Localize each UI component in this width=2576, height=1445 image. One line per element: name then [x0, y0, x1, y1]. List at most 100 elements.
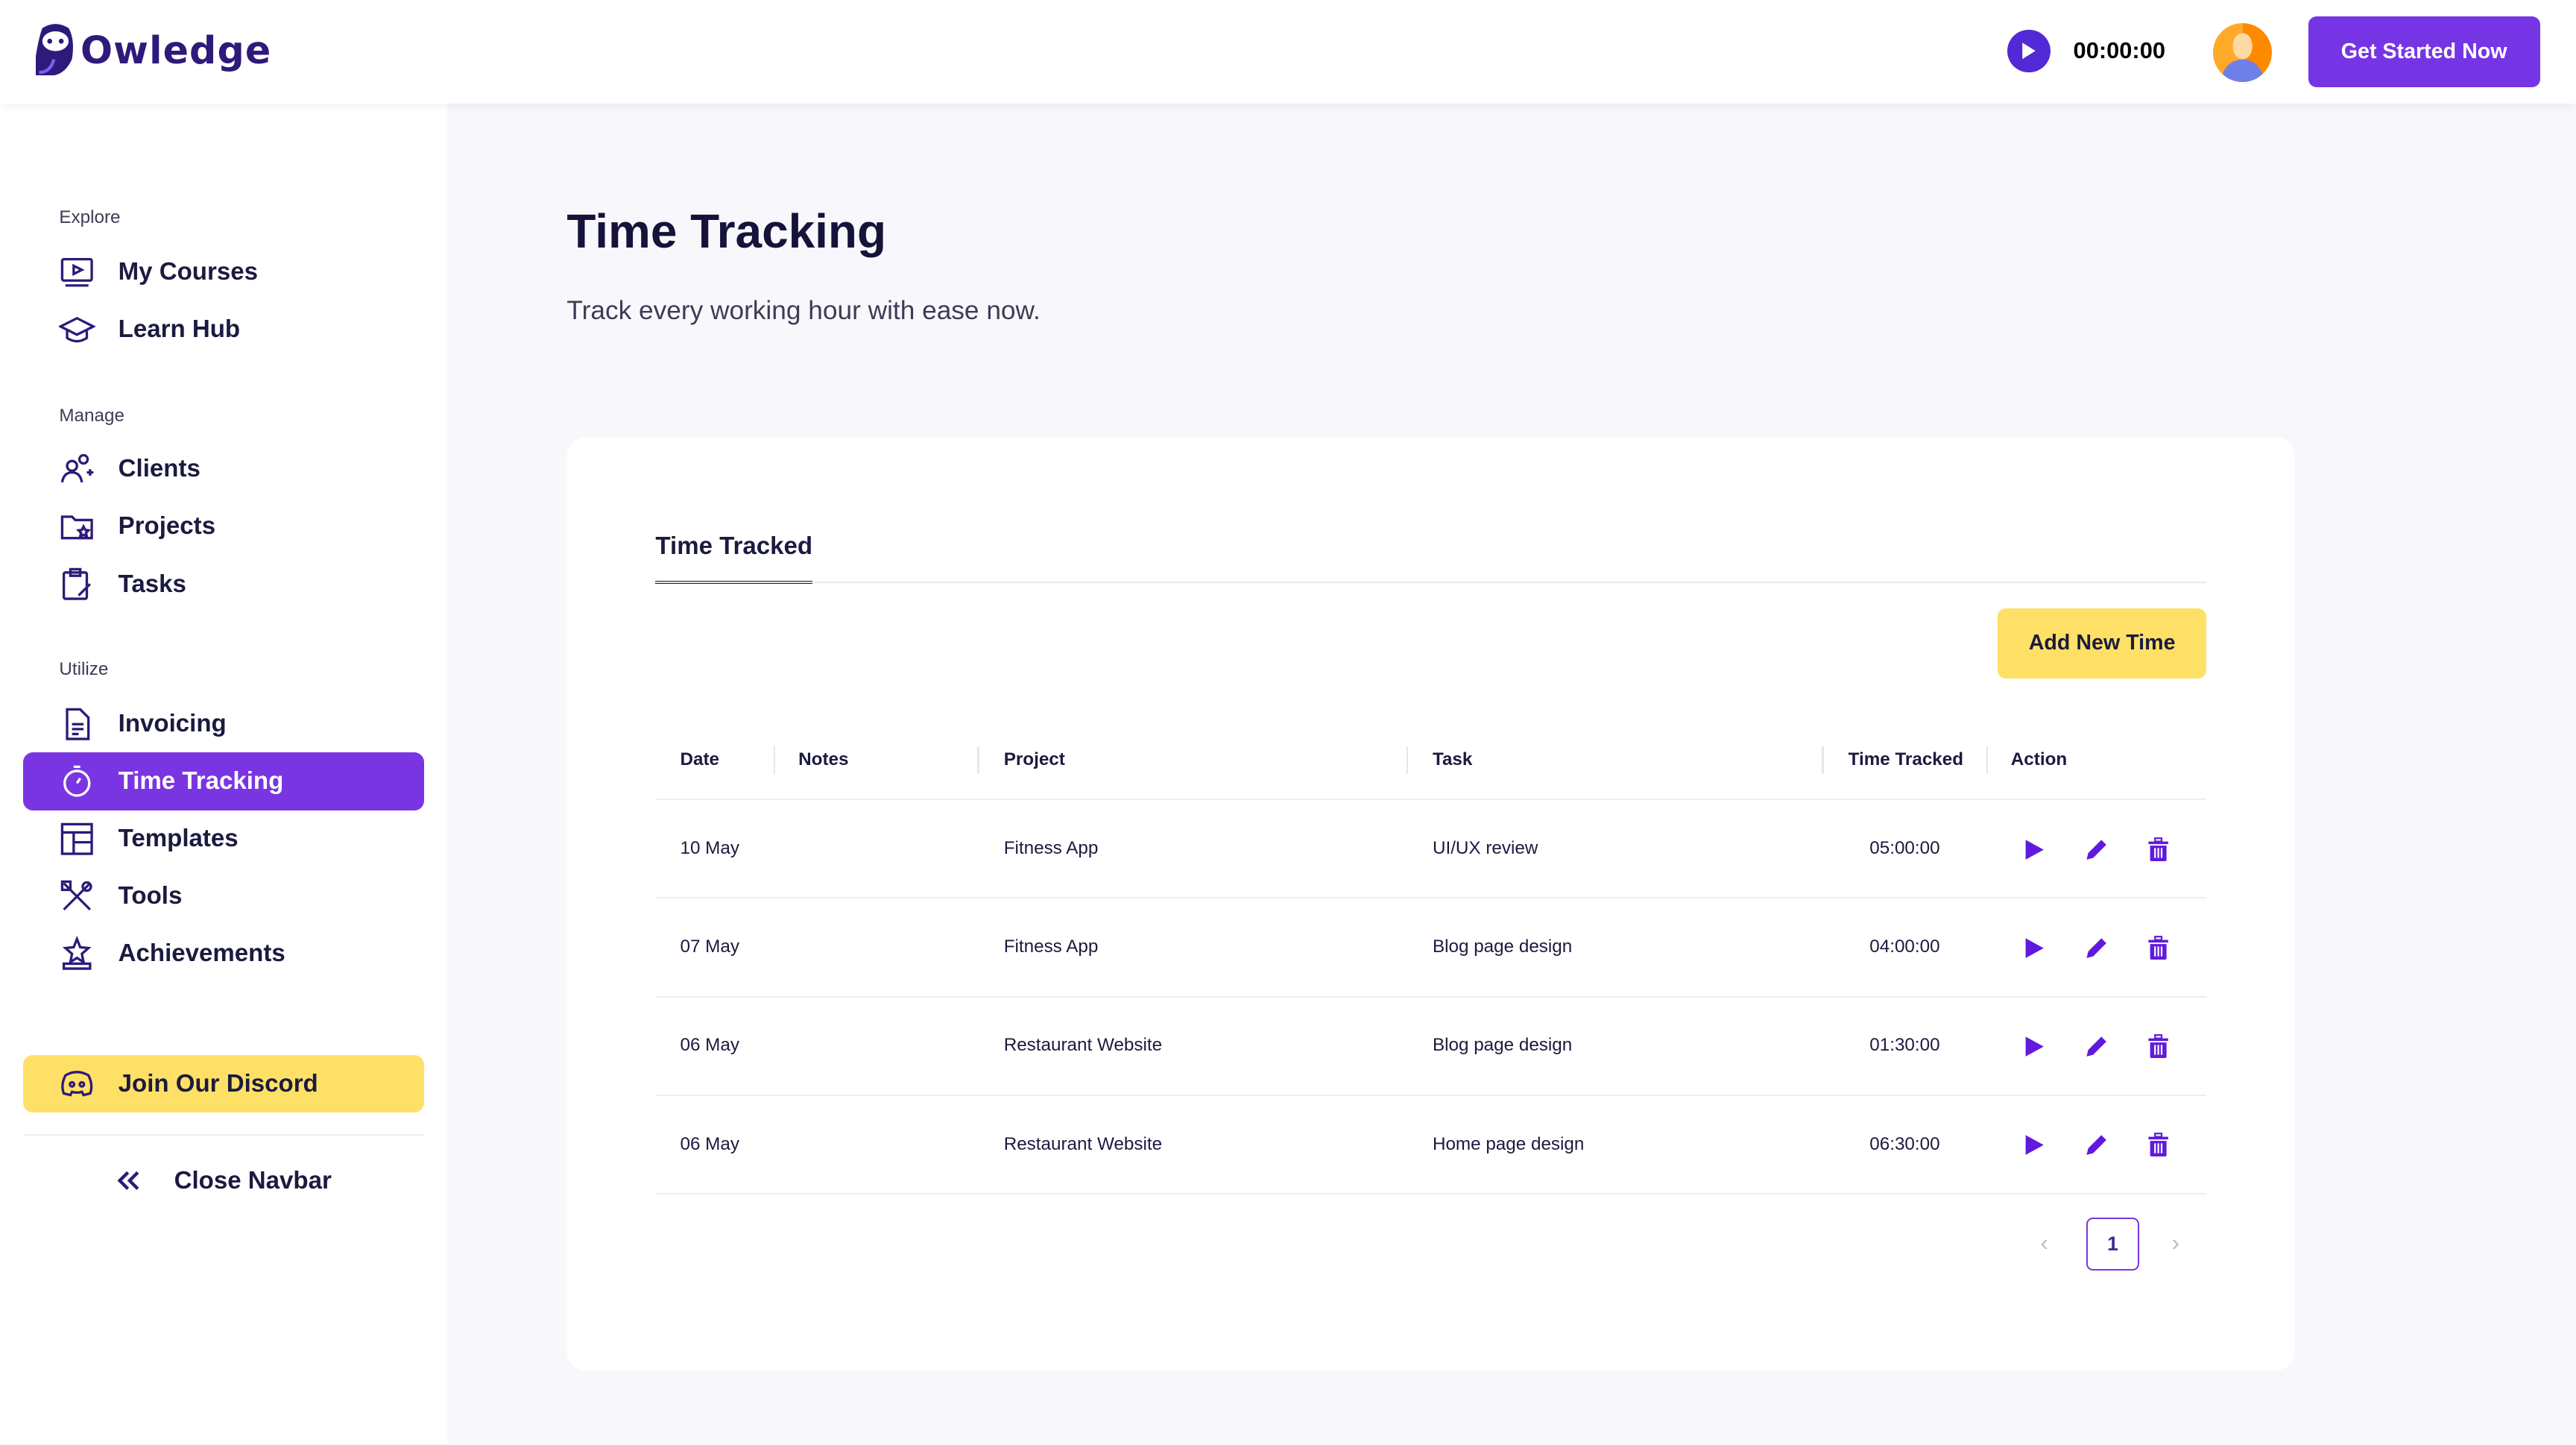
- sidebar-item-label: Templates: [118, 825, 239, 853]
- timer-value: 00:00:00: [2073, 37, 2166, 64]
- column-separator: [977, 746, 979, 775]
- edit-pencil-icon[interactable]: [2083, 837, 2109, 863]
- edit-pencil-icon[interactable]: [2083, 935, 2109, 961]
- trash-icon[interactable]: [2145, 935, 2171, 961]
- play-icon[interactable]: [2021, 1033, 2047, 1060]
- column-task: Task: [1432, 749, 1473, 770]
- sidebar-item-projects[interactable]: Projects: [23, 498, 424, 555]
- column-action: Action: [2010, 749, 2068, 770]
- column-separator: [1406, 746, 1408, 775]
- section-explore: Explore: [59, 207, 121, 227]
- cell-project: Restaurant Website: [1003, 1035, 1163, 1056]
- chevrons-left-icon: [117, 1171, 139, 1191]
- cell-date: 06 May: [680, 1035, 739, 1056]
- cell-project: Restaurant Website: [1003, 1133, 1163, 1154]
- cell-time: 04:00:00: [1869, 936, 1940, 957]
- page-1-button[interactable]: 1: [2086, 1218, 2139, 1271]
- column-separator: [1986, 746, 1988, 775]
- logo-text: Owledge: [80, 28, 272, 73]
- header-timer: 00:00:00: [2007, 29, 2166, 72]
- sidebar-item-achievements[interactable]: Achievements: [23, 925, 424, 983]
- close-navbar-label: Close Navbar: [174, 1166, 332, 1194]
- sidebar-item-templates[interactable]: Templates: [23, 810, 424, 868]
- page-title: Time Tracking: [566, 204, 886, 259]
- play-screen-icon: [61, 257, 94, 287]
- graduation-cap-icon: [59, 316, 95, 342]
- users-icon: [61, 453, 94, 483]
- table-row: 06 May Restaurant Website Home page desi…: [655, 1094, 2207, 1193]
- stopwatch-icon: [63, 765, 91, 797]
- row-actions: [2021, 837, 2172, 863]
- timer-play-button[interactable]: [2007, 29, 2051, 72]
- sidebar-item-clients[interactable]: Clients: [23, 441, 424, 498]
- cell-date: 06 May: [680, 1133, 739, 1154]
- logo[interactable]: Owledge: [36, 23, 271, 76]
- cell-task: Home page design: [1432, 1133, 1585, 1154]
- sidebar-item-tools[interactable]: Tools: [23, 868, 424, 925]
- column-separator: [774, 746, 776, 775]
- cell-project: Fitness App: [1003, 936, 1099, 957]
- clipboard-icon: [63, 568, 92, 601]
- folder-star-icon: [61, 515, 94, 540]
- trophy-star-icon: [63, 936, 92, 970]
- sidebar-item-label: My Courses: [118, 257, 258, 286]
- row-actions: [2021, 1033, 2172, 1060]
- edit-pencil-icon[interactable]: [2083, 1132, 2109, 1158]
- owl-logo-icon: [36, 23, 74, 76]
- tools-icon: [61, 880, 92, 911]
- table-row: 06 May Restaurant Website Blog page desi…: [655, 995, 2207, 1095]
- sidebar-item-label: Achievements: [118, 939, 285, 968]
- column-project: Project: [1003, 749, 1065, 770]
- discord-label: Join Our Discord: [118, 1069, 318, 1098]
- cell-time: 05:00:00: [1869, 837, 1940, 858]
- play-icon[interactable]: [2021, 1132, 2047, 1158]
- get-started-button[interactable]: Get Started Now: [2308, 16, 2540, 87]
- sidebar-divider: [22, 1133, 424, 1136]
- cell-task: Blog page design: [1432, 1035, 1573, 1056]
- cell-project: Fitness App: [1003, 837, 1099, 858]
- sidebar-item-label: Time Tracking: [118, 767, 284, 796]
- page-subtitle: Track every working hour with ease now.: [566, 295, 1041, 325]
- play-icon[interactable]: [2021, 837, 2047, 863]
- sidebar-item-learn-hub[interactable]: Learn Hub: [23, 300, 424, 358]
- user-avatar-icon: [2212, 22, 2273, 83]
- tab-time-tracked[interactable]: Time Tracked: [655, 532, 813, 584]
- tab-divider: [655, 582, 2207, 584]
- cell-date: 10 May: [680, 837, 739, 858]
- table-row: 10 May Fitness App UI/UX review 05:00:00: [655, 799, 2207, 897]
- join-discord-button[interactable]: Join Our Discord: [22, 1055, 424, 1113]
- play-icon[interactable]: [2021, 935, 2047, 961]
- cell-task: Blog page design: [1432, 936, 1573, 957]
- sidebar-item-time-tracking[interactable]: Time Tracking: [22, 752, 424, 810]
- sidebar-item-label: Clients: [118, 455, 201, 483]
- column-notes: Notes: [798, 749, 849, 770]
- sidebar: Explore Manage Utilize My Courses Learn …: [0, 103, 447, 1445]
- sidebar-item-my-courses[interactable]: My Courses: [23, 243, 424, 300]
- cell-date: 07 May: [680, 936, 739, 957]
- header: Owledge 00:00:00 Get Started Now: [0, 0, 2576, 104]
- section-utilize: Utilize: [59, 658, 109, 679]
- trash-icon[interactable]: [2145, 1132, 2171, 1158]
- prev-page-button[interactable]: ‹: [2040, 1229, 2048, 1256]
- avatar[interactable]: [2212, 22, 2273, 83]
- trash-icon[interactable]: [2145, 837, 2171, 863]
- sidebar-item-label: Invoicing: [118, 709, 227, 737]
- close-navbar-button[interactable]: Close Navbar: [115, 1167, 332, 1195]
- column-separator: [1822, 746, 1824, 775]
- cell-task: UI/UX review: [1432, 837, 1538, 858]
- layout-icon: [61, 822, 94, 855]
- trash-icon[interactable]: [2145, 1033, 2171, 1060]
- add-new-time-button[interactable]: Add New Time: [1998, 608, 2207, 679]
- sidebar-item-tasks[interactable]: Tasks: [23, 555, 424, 613]
- play-icon: [2022, 42, 2036, 60]
- cell-time: 06:30:00: [1869, 1133, 1940, 1154]
- row-actions: [2021, 935, 2172, 961]
- cell-time: 01:30:00: [1869, 1035, 1940, 1056]
- column-time-tracked: Time Tracked: [1848, 749, 1964, 770]
- next-page-button[interactable]: ›: [2171, 1229, 2180, 1256]
- table-row: 07 May Fitness App Blog page design 04:0…: [655, 897, 2207, 995]
- sidebar-item-invoicing[interactable]: Invoicing: [23, 695, 424, 752]
- edit-pencil-icon[interactable]: [2083, 1033, 2109, 1060]
- document-icon: [66, 708, 90, 740]
- sidebar-item-label: Projects: [118, 512, 216, 541]
